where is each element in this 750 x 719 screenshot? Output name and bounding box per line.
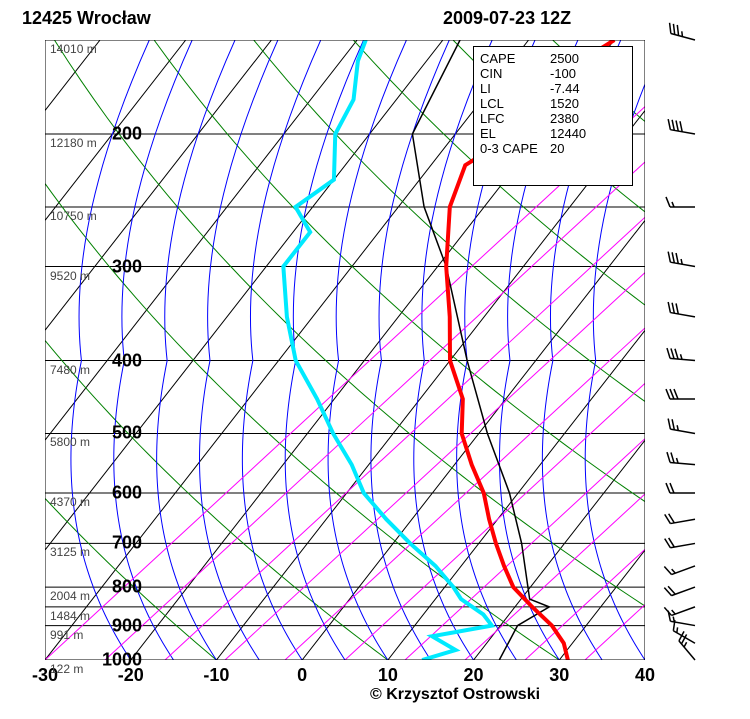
- index-row: CIN-100: [480, 66, 626, 81]
- index-row: LFC2380: [480, 111, 626, 126]
- x-tick: 30: [549, 665, 569, 686]
- wind-barbs: [655, 0, 735, 719]
- altitude-label: 4370 m: [50, 495, 90, 509]
- index-row: EL12440: [480, 126, 626, 141]
- y-tick: 500: [112, 423, 142, 444]
- altitude-label: 14010 m: [50, 42, 97, 56]
- altitude-label: 122 m: [50, 662, 83, 676]
- altitude-label: 10750 m: [50, 209, 97, 223]
- y-tick: 700: [112, 533, 142, 554]
- x-tick: 0: [297, 665, 307, 686]
- index-row: CAPE2500: [480, 51, 626, 66]
- index-row: LI-7.44: [480, 81, 626, 96]
- x-tick: -20: [118, 665, 144, 686]
- y-tick: 200: [112, 124, 142, 145]
- altitude-label: 7480 m: [50, 363, 90, 377]
- x-tick: 20: [464, 665, 484, 686]
- y-tick: 400: [112, 350, 142, 371]
- datetime-title: 2009-07-23 12Z: [443, 8, 571, 29]
- altitude-label: 2004 m: [50, 589, 90, 603]
- altitude-label: 9520 m: [50, 269, 90, 283]
- index-row: 0-3 CAPE20: [480, 141, 626, 156]
- y-tick: 300: [112, 256, 142, 277]
- altitude-label: 3125 m: [50, 545, 90, 559]
- altitude-label: 5800 m: [50, 435, 90, 449]
- copyright: © Krzysztof Ostrowski: [370, 686, 540, 704]
- x-tick: 10: [378, 665, 398, 686]
- y-tick: 800: [112, 577, 142, 598]
- altitude-label: 1484 m: [50, 609, 90, 623]
- y-tick: 600: [112, 483, 142, 504]
- x-tick: -10: [203, 665, 229, 686]
- y-tick: 900: [112, 615, 142, 636]
- x-tick: 40: [635, 665, 655, 686]
- altitude-label: 12180 m: [50, 136, 97, 150]
- indices-box: CAPE2500CIN-100LI-7.44LCL1520LFC2380EL12…: [473, 46, 633, 186]
- altitude-label: 991 m: [50, 628, 83, 642]
- station-title: 12425 Wrocław: [22, 8, 151, 29]
- index-row: LCL1520: [480, 96, 626, 111]
